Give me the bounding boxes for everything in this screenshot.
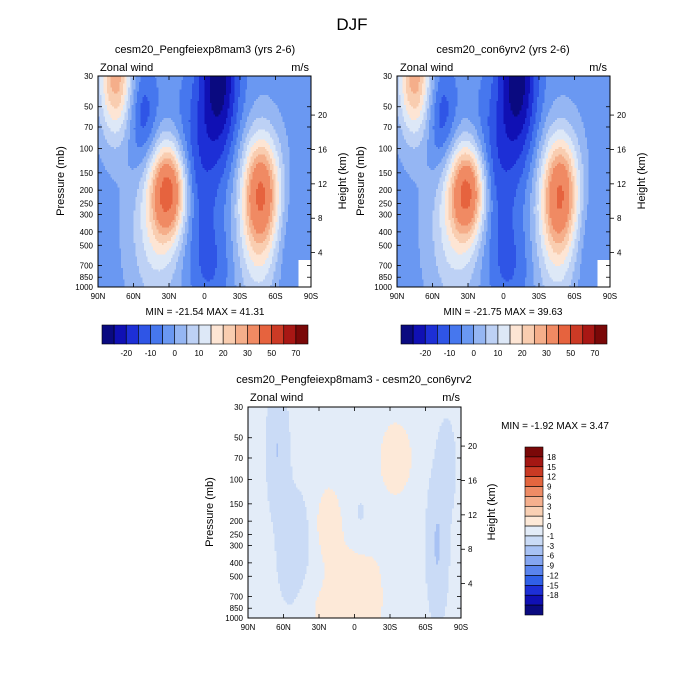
- page-title: DJF: [336, 15, 367, 34]
- panel-top-left: cesm20_Pengfeiexp8mam3 (yrs 2-6) Zonal w…: [55, 44, 349, 358]
- wind-field: [98, 76, 311, 287]
- variable-label: Zonal wind: [100, 62, 153, 74]
- panel-title: cesm20_Pengfeiexp8mam3 (yrs 2-6): [115, 44, 295, 56]
- units-label: m/s: [291, 62, 309, 74]
